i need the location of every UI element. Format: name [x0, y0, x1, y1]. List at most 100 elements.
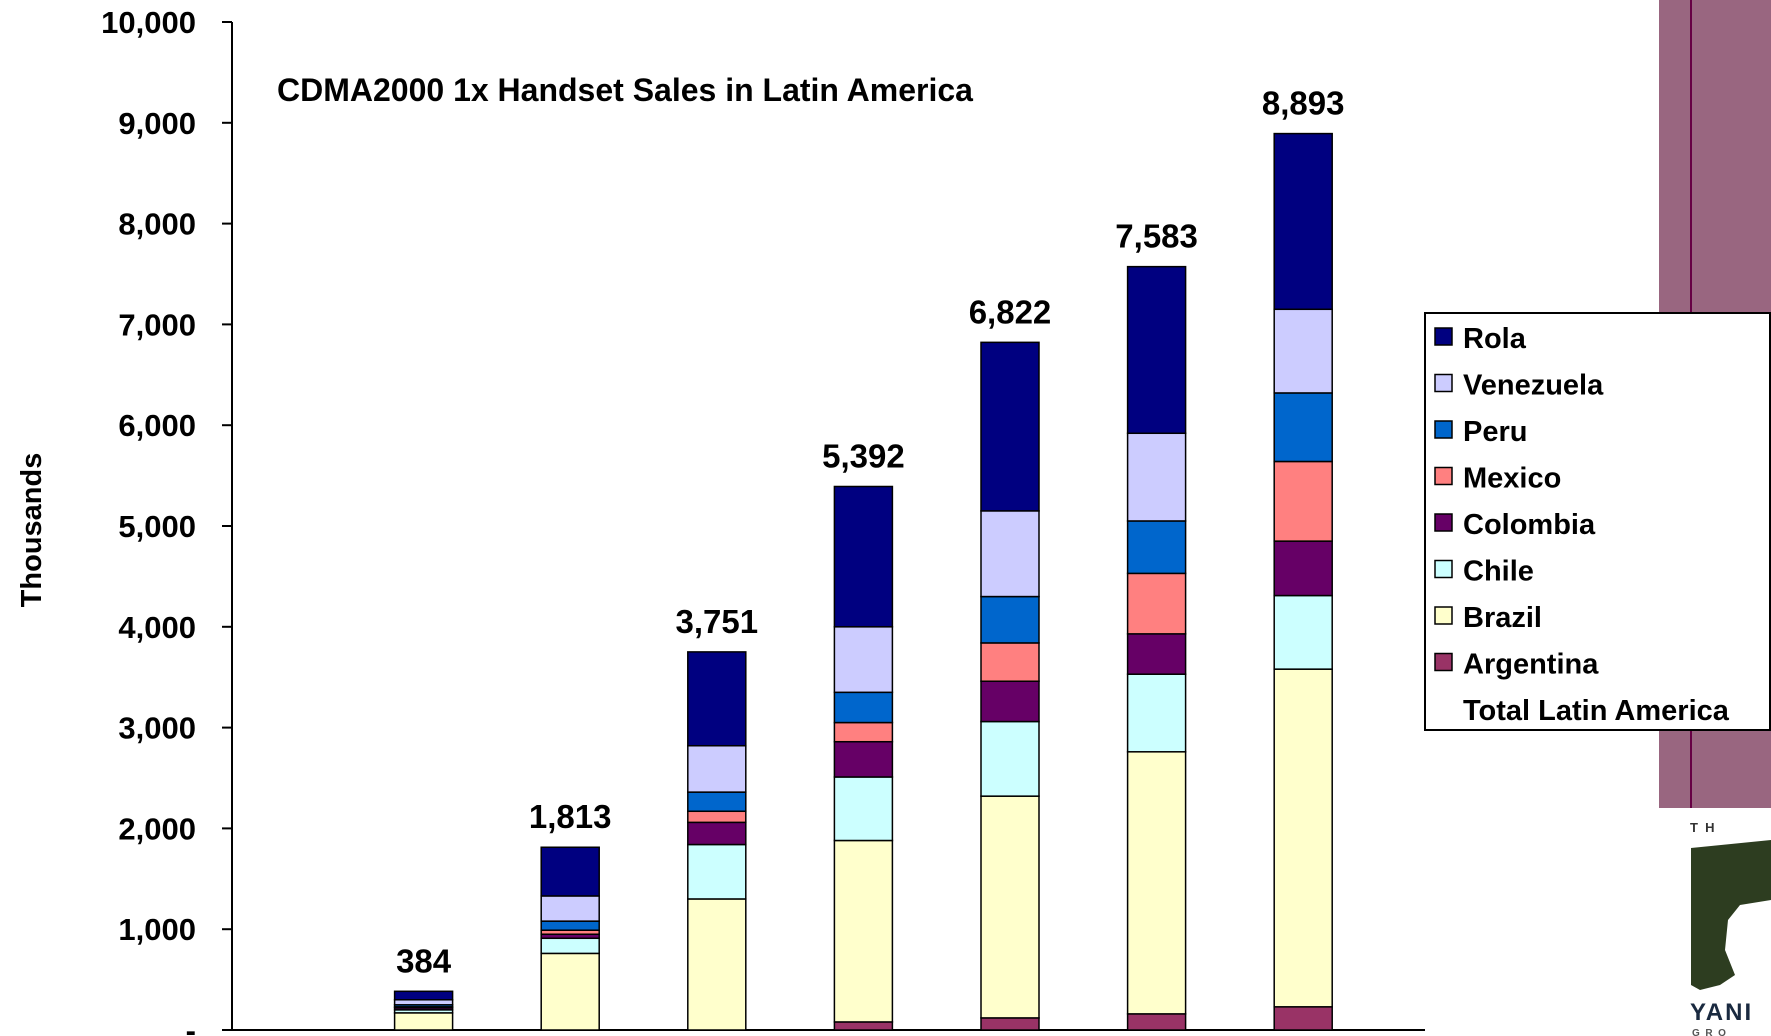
- total-data-label: 1,813: [529, 798, 612, 835]
- legend-label: Colombia: [1463, 509, 1596, 541]
- y-tick-label: 10,000: [101, 5, 196, 40]
- company-logo: T H YANI G R O: [1690, 820, 1771, 1036]
- bar-segment-brazil: [833, 839, 894, 1023]
- total-data-label: 384: [396, 942, 452, 979]
- y-tick-label: -: [186, 1013, 196, 1036]
- legend-item-rola: Rola: [1434, 323, 1527, 355]
- bar-segment-mexico: [1273, 460, 1333, 542]
- bar-segment-brazil: [1126, 751, 1187, 1015]
- legend-swatch: [1434, 652, 1453, 672]
- y-tick-label: 1,000: [118, 912, 196, 947]
- bar-segment-venezuela: [980, 510, 1040, 598]
- bar-segment-venezuela: [687, 744, 747, 793]
- legend-label: Brazil: [1463, 602, 1542, 634]
- bar-segment-chile: [980, 720, 1040, 797]
- bar-segment-brazil: [393, 1012, 454, 1031]
- logo-top-text: T H: [1690, 820, 1715, 835]
- legend-item-chile: Chile: [1434, 556, 1534, 588]
- bar-segment-mexico: [980, 642, 1040, 682]
- bar-segment-brazil: [980, 795, 1040, 1019]
- legend-label: Chile: [1463, 556, 1534, 588]
- legend-swatch: [1434, 420, 1453, 439]
- bar-segment-rola: [687, 651, 747, 747]
- y-tick-label: 2,000: [118, 811, 196, 846]
- legend-item-argentina: Argentina: [1434, 649, 1599, 681]
- bars: [393, 132, 1333, 1031]
- bar-segment-argentina: [833, 1021, 894, 1031]
- legend-label: Argentina: [1463, 649, 1599, 681]
- bar-segment-brazil: [1273, 668, 1333, 1008]
- bar-segment-brazil: [540, 952, 600, 1031]
- y-tick-label: 6,000: [118, 408, 196, 443]
- bar-segment-peru: [980, 595, 1040, 644]
- bar-segment-venezuela: [540, 895, 600, 922]
- bar-segment-argentina: [1273, 1006, 1333, 1031]
- legend-label: Venezuela: [1463, 370, 1604, 402]
- data-labels: 384 1,813 3,751 5,392 6,822 7,583 8,893: [396, 85, 1344, 980]
- bar-segment-colombia: [833, 740, 894, 778]
- y-tick-label: 8,000: [118, 207, 196, 242]
- total-data-label: 8,893: [1262, 85, 1345, 122]
- bar-segment-peru: [1126, 520, 1187, 575]
- bar-segment-peru: [687, 791, 747, 813]
- logo-small-text: G R O: [1692, 1028, 1726, 1036]
- total-data-label: 3,751: [676, 603, 759, 640]
- bar-segment-colombia: [1126, 633, 1187, 675]
- y-tick-label: 3,000: [118, 711, 196, 746]
- chart-title: CDMA2000 1x Handset Sales in Latin Ameri…: [277, 72, 973, 108]
- bar-segment-chile: [833, 776, 894, 842]
- legend-label: Mexico: [1463, 463, 1561, 495]
- legend-item-peru: Peru: [1434, 416, 1527, 448]
- legend-swatch: [1434, 466, 1453, 486]
- legend-item-brazil: Brazil: [1434, 602, 1542, 634]
- bar-segment-chile: [687, 843, 747, 900]
- bar-segment-venezuela: [1273, 308, 1333, 394]
- bar-segment-colombia: [980, 680, 1040, 723]
- legend: Rola Venezuela Peru Mexico Colombia Chile Braz…: [1424, 312, 1771, 731]
- legend-box: [1424, 312, 1771, 731]
- bar-segment-peru: [833, 691, 894, 724]
- legend-label: Rola: [1463, 323, 1527, 355]
- legend-item-total-latin-america: Total Latin America: [1463, 695, 1730, 727]
- bar-segment-peru: [540, 920, 600, 931]
- y-axis-label: Thousands: [16, 453, 48, 608]
- bar-segment-venezuela: [393, 999, 454, 1006]
- legend-swatch: [1434, 513, 1453, 532]
- bar-segment-rola: [1273, 132, 1333, 311]
- legend-swatch: [1434, 327, 1453, 346]
- bar-segment-rola: [393, 990, 454, 1001]
- legend-item-colombia: Colombia: [1434, 509, 1596, 541]
- bar-segment-argentina: [980, 1017, 1040, 1031]
- legend-swatch: [1434, 559, 1453, 579]
- bar-segment-rola: [1126, 265, 1187, 435]
- bar-segment-rola: [980, 341, 1040, 512]
- total-data-label: 6,822: [969, 293, 1052, 330]
- y-tick-label: 5,000: [118, 509, 196, 544]
- y-tick-label: 9,000: [118, 106, 196, 141]
- bar-segment-venezuela: [1126, 432, 1187, 522]
- legend-item-mexico: Mexico: [1434, 463, 1561, 495]
- bar-segment-chile: [1273, 594, 1333, 670]
- total-data-label: 7,583: [1115, 218, 1198, 255]
- bar-segment-colombia: [1273, 540, 1333, 597]
- bar-segment-mexico: [833, 721, 894, 743]
- axes: - 1,000 2,000 3,000 4,000 5,000 6,000 7,000 8,00…: [101, 5, 1425, 1036]
- bar-segment-colombia: [687, 821, 747, 846]
- legend-label: Total Latin America: [1463, 695, 1730, 727]
- y-tick-label: 7,000: [118, 307, 196, 342]
- total-data-label: 5,392: [822, 437, 905, 474]
- bar-segment-rola: [833, 485, 894, 628]
- legend-label: Peru: [1463, 416, 1527, 448]
- bar-segment-chile: [540, 937, 600, 955]
- logo-bottom-text: YANI: [1690, 999, 1753, 1026]
- bar-segment-chile: [1126, 673, 1187, 753]
- legend-swatch: [1434, 373, 1453, 393]
- bar-segment-argentina: [1126, 1013, 1187, 1031]
- bar-segment-peru: [1273, 392, 1333, 463]
- bar-segment-venezuela: [833, 626, 894, 694]
- y-tick-label: 4,000: [118, 610, 196, 645]
- bar-segment-rola: [540, 846, 600, 897]
- legend-swatch: [1434, 606, 1453, 625]
